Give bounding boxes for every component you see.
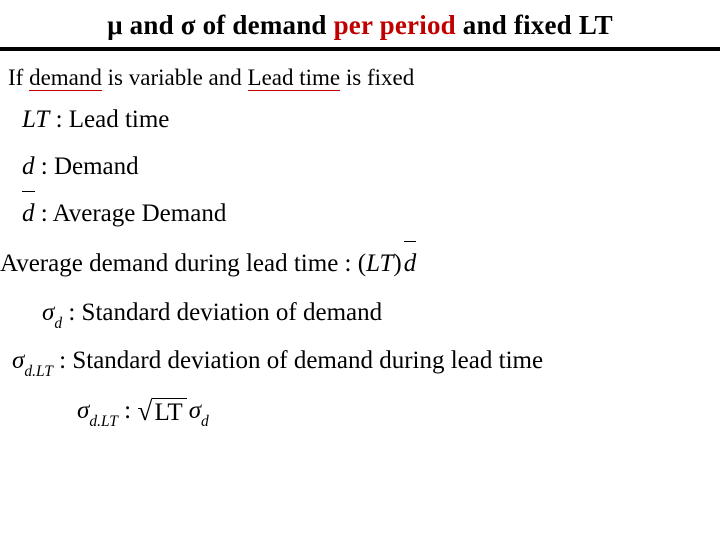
sub-d-1: d xyxy=(54,315,62,332)
formula-colon: : xyxy=(118,397,137,424)
sigma-d-sym: σd xyxy=(42,299,62,326)
desc-dbar: : Average Demand xyxy=(35,200,227,227)
radical-icon: √ xyxy=(137,397,152,425)
avg-demand-lt: Average demand during lead time : (LT)d xyxy=(0,245,720,284)
formula-sigma-dlt: σd.LT : √LTσd xyxy=(22,392,720,432)
sub-dlt-2: d.LT xyxy=(89,413,118,430)
intro-underline-leadtime: Lead time xyxy=(248,65,341,91)
def-sigma-dlt: σd.LT : Standard deviation of demand dur… xyxy=(12,342,720,382)
avg-dbar-sym: d xyxy=(404,245,417,284)
title-red-2: period xyxy=(380,10,456,40)
title-red-1: per xyxy=(334,10,373,40)
under-root-lt: LT xyxy=(152,398,186,425)
title-text-2: and fixed LT xyxy=(456,10,613,40)
intro-post: is fixed xyxy=(340,65,414,90)
sub-dlt-1: d.LT xyxy=(24,363,53,380)
def-dbar: d : Average Demand xyxy=(22,195,720,234)
desc-d: : Demand xyxy=(35,153,139,180)
sigma-glyph-2: σ xyxy=(12,347,24,374)
intro-underline-demand: demand xyxy=(29,65,102,91)
sigma-glyph-3: σ xyxy=(77,397,89,424)
slide-title: μ and σ of demand per period and fixed L… xyxy=(0,0,720,47)
title-space-1 xyxy=(373,10,380,40)
avg-close: ) xyxy=(393,250,401,277)
sub-d-2: d xyxy=(201,413,209,430)
def-lt: LT : Lead time xyxy=(22,101,720,140)
formula-sigma-d: σd xyxy=(189,397,209,424)
sigma-glyph-4: σ xyxy=(189,397,201,424)
slide: μ and σ of demand per period and fixed L… xyxy=(0,0,720,540)
def-d: d : Demand xyxy=(22,148,720,187)
sigma-glyph-1: σ xyxy=(42,299,54,326)
intro-pre: If xyxy=(8,65,29,90)
def-sigma-d: σd : Standard deviation of demand xyxy=(22,294,720,334)
sigma-dlt-sym: σd.LT xyxy=(12,347,53,374)
title-text-1: μ and σ of demand xyxy=(107,10,333,40)
content-block: LT : Lead time d : Demand d : Average De… xyxy=(0,97,720,432)
desc-lt: : Lead time xyxy=(49,106,169,133)
sym-d: d xyxy=(22,153,35,180)
sqrt-lt: √LT xyxy=(137,395,186,423)
intro-mid: is variable and xyxy=(102,65,248,90)
avg-lt-sym: LT xyxy=(366,250,393,277)
desc-sigma-dlt: : Standard deviation of demand during le… xyxy=(53,347,543,374)
sym-dbar: d xyxy=(22,195,35,234)
formula-lhs: σd.LT xyxy=(77,397,118,424)
intro-line: If demand is variable and Lead time is f… xyxy=(0,51,720,97)
avg-label: Average demand during lead time : ( xyxy=(0,250,366,277)
sym-lt: LT xyxy=(22,106,49,133)
desc-sigma-d: : Standard deviation of demand xyxy=(62,299,382,326)
